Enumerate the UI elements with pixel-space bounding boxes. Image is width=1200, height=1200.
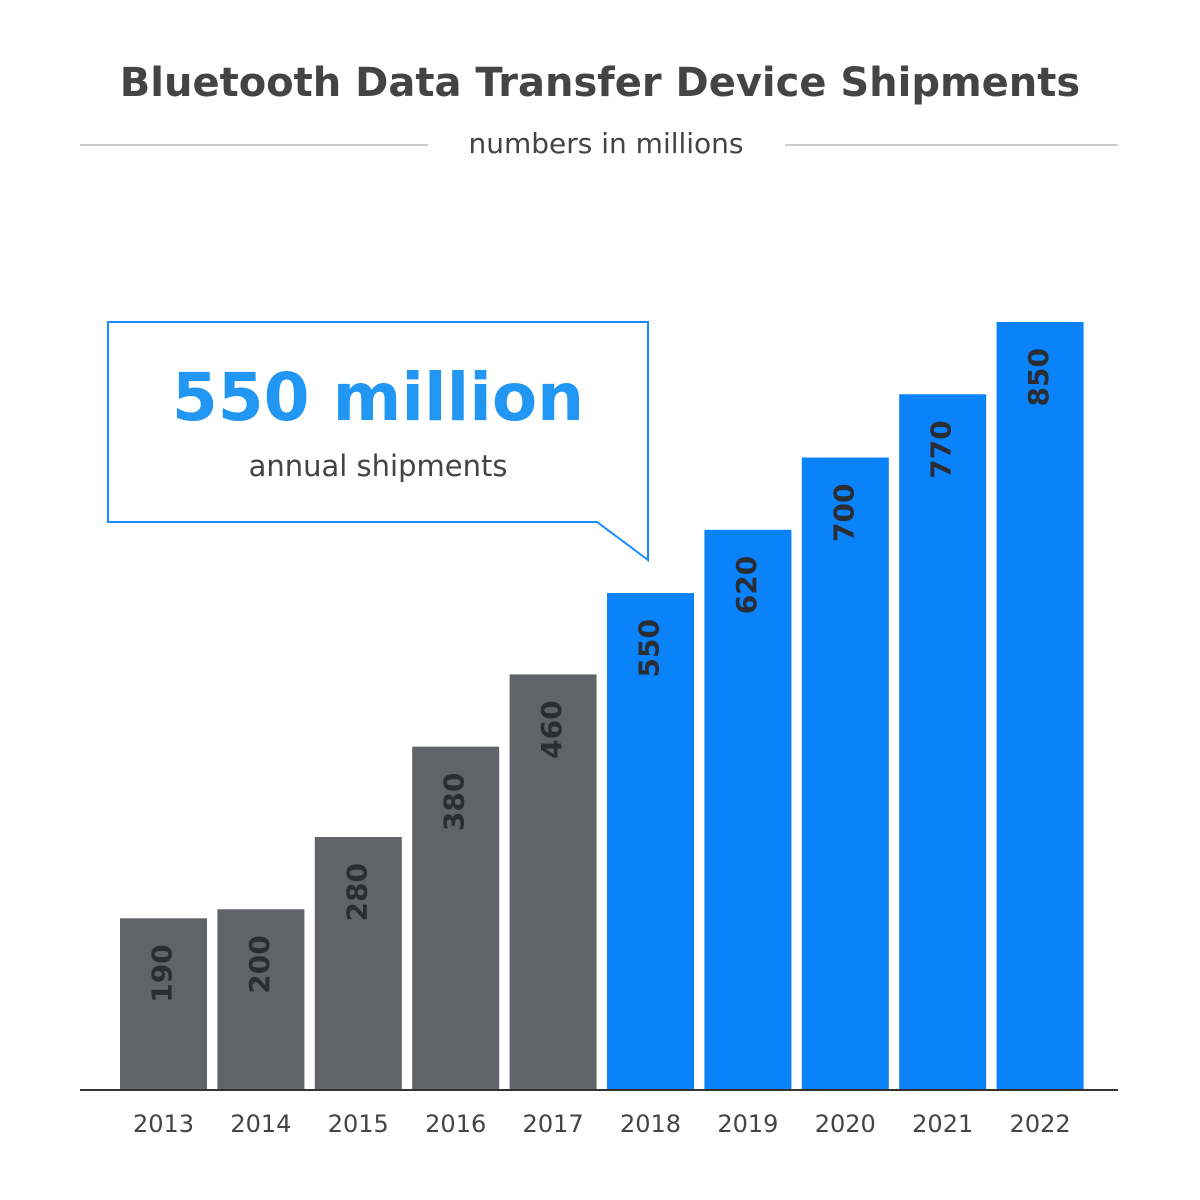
bar xyxy=(412,746,500,1090)
chart-title: Bluetooth Data Transfer Device Shipments xyxy=(120,60,1080,106)
value-label: 190 xyxy=(146,944,179,1002)
bar xyxy=(996,322,1084,1090)
x-tick-label: 2013 xyxy=(133,1110,194,1138)
x-tick-label: 2014 xyxy=(230,1110,291,1138)
value-label: 700 xyxy=(827,484,860,542)
value-label: 550 xyxy=(633,619,666,677)
x-tick-label: 2020 xyxy=(815,1110,876,1138)
x-tick-label: 2019 xyxy=(717,1110,778,1138)
bar xyxy=(801,457,889,1090)
value-label: 850 xyxy=(1022,348,1055,406)
x-tick-label: 2016 xyxy=(425,1110,486,1138)
value-label: 620 xyxy=(730,556,763,614)
subtitle: numbers in millions xyxy=(468,127,743,160)
callout-headline: 550 million xyxy=(172,359,584,436)
value-label: 770 xyxy=(925,420,958,478)
value-label: 200 xyxy=(243,935,276,993)
bar xyxy=(607,593,694,1090)
bar xyxy=(314,837,402,1090)
x-tick-label: 2022 xyxy=(1010,1110,1071,1138)
value-label: 380 xyxy=(438,773,471,831)
x-tick-label: 2015 xyxy=(328,1110,389,1138)
bar xyxy=(899,394,987,1090)
bar xyxy=(704,529,792,1090)
bar xyxy=(217,909,305,1090)
bar xyxy=(120,918,207,1090)
bar xyxy=(509,674,597,1090)
callout-text: annual shipments xyxy=(249,449,508,483)
callout-box xyxy=(107,321,649,562)
value-label: 460 xyxy=(535,700,568,758)
value-label: 280 xyxy=(340,863,373,921)
bars: 190 2013 200 2014 280 2015 380 2016 460 2017 550 20… xyxy=(120,322,1084,1138)
x-tick-label: 2018 xyxy=(620,1110,681,1138)
x-tick-label: 2021 xyxy=(912,1110,973,1138)
x-tick-label: 2017 xyxy=(523,1110,584,1138)
